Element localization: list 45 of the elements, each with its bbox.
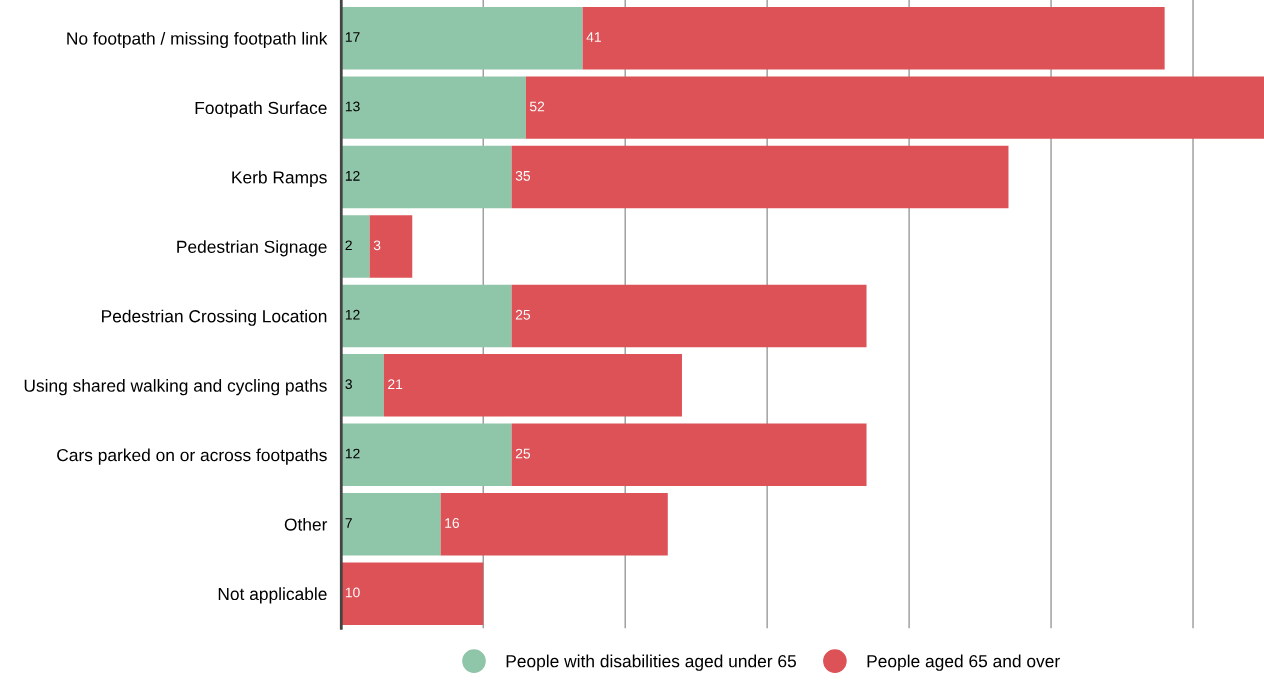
data-label: 12 bbox=[345, 309, 360, 320]
y-tick-label: Pedestrian Crossing Location bbox=[102, 309, 327, 326]
y-tick-label: Not applicable bbox=[218, 587, 327, 604]
legend-label: People with disabilities aged under 65 bbox=[506, 654, 796, 671]
data-label: 2 bbox=[345, 240, 352, 251]
data-label: 10 bbox=[345, 587, 360, 598]
bar bbox=[369, 215, 413, 278]
bar bbox=[383, 354, 682, 417]
data-label: 52 bbox=[529, 101, 545, 112]
data-label: 35 bbox=[515, 170, 531, 181]
data-label: 25 bbox=[515, 309, 531, 320]
y-tick-label: Kerb Ramps bbox=[232, 170, 327, 187]
legend-label: People aged 65 and over bbox=[867, 654, 1060, 671]
bar bbox=[341, 145, 512, 209]
y-tick-label: Footpath Surface bbox=[195, 101, 327, 118]
data-label: 13 bbox=[345, 101, 360, 112]
bar bbox=[511, 284, 867, 348]
y-tick-label: Pedestrian Signage bbox=[177, 240, 327, 257]
bar bbox=[341, 215, 370, 278]
bar bbox=[525, 76, 1264, 139]
bar bbox=[341, 562, 484, 625]
bar bbox=[341, 423, 512, 487]
data-label: 16 bbox=[445, 518, 460, 528]
y-tick-label: Using shared walking and cycling paths bbox=[24, 379, 327, 396]
bar bbox=[341, 6, 583, 70]
data-label: 17 bbox=[345, 32, 360, 42]
data-label: 7 bbox=[345, 518, 352, 528]
y-tick-label: Other bbox=[284, 517, 328, 531]
bar bbox=[341, 492, 441, 556]
data-label: 3 bbox=[373, 240, 381, 251]
data-label: 41 bbox=[586, 32, 601, 42]
y-tick-label: Cars parked on or across footpaths bbox=[57, 448, 327, 465]
bar bbox=[582, 6, 1165, 70]
data-label: 12 bbox=[345, 448, 360, 459]
bar bbox=[341, 284, 512, 348]
bar bbox=[440, 492, 668, 556]
data-label: 21 bbox=[388, 379, 403, 389]
bar bbox=[511, 145, 1009, 209]
y-tick-label: No footpath / missing footpath link bbox=[67, 31, 328, 49]
bar bbox=[341, 354, 384, 417]
bar bbox=[341, 76, 526, 139]
data-label: 25 bbox=[515, 448, 531, 459]
data-label: 12 bbox=[345, 170, 360, 181]
data-label: 3 bbox=[345, 379, 352, 390]
bar bbox=[511, 423, 867, 487]
